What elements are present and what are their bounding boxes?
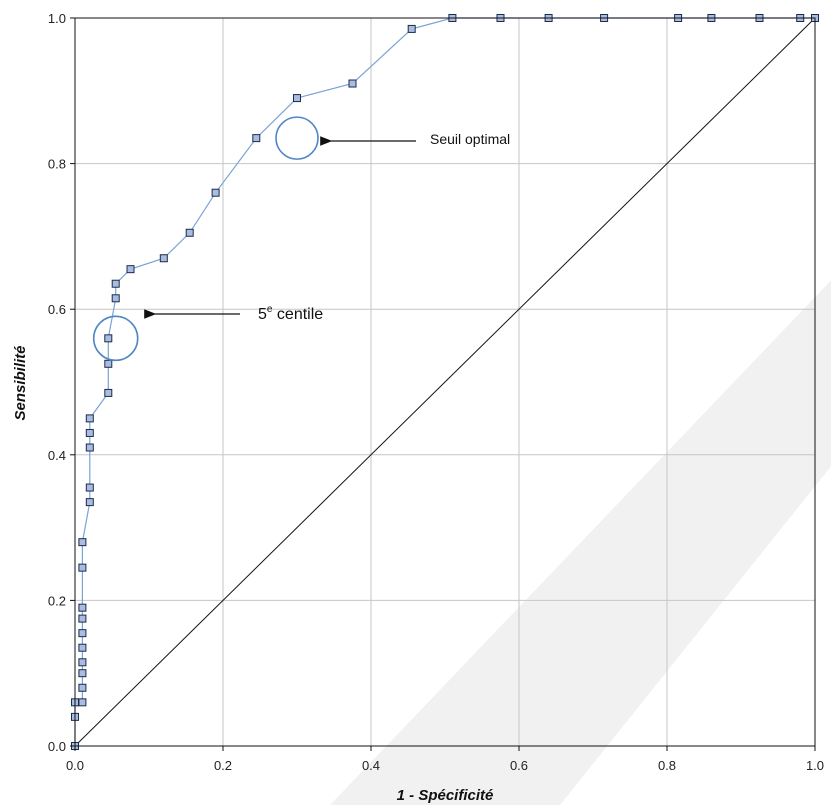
- data-point: [78, 643, 87, 652]
- y-tick-label: 0.0: [48, 739, 66, 754]
- watermark-band: [330, 280, 831, 805]
- reference-line: [74, 17, 816, 747]
- data-point: [78, 658, 87, 667]
- annotations: Seuil optimal 5e centile: [92, 116, 510, 362]
- x-tick-label: 1.0: [806, 758, 824, 773]
- data-point: [78, 683, 87, 692]
- annotation-seuil-optimal: Seuil optimal: [430, 131, 510, 147]
- reference-diagonal: [74, 17, 816, 747]
- x-tick-label: 0.6: [510, 758, 528, 773]
- x-axis-title: 1 - Spécificité: [397, 787, 494, 804]
- data-point: [185, 228, 194, 237]
- data-point: [111, 279, 120, 288]
- data-point: [126, 265, 135, 274]
- annotation-5e-centile-number: 5: [258, 306, 267, 323]
- x-tick-label: 0.0: [66, 758, 84, 773]
- y-tick-label: 0.8: [48, 157, 66, 172]
- data-point: [78, 669, 87, 678]
- data-point: [104, 388, 113, 397]
- y-tick-label: 0.6: [48, 302, 66, 317]
- data-point: [78, 698, 87, 707]
- plot-frame: [74, 17, 816, 747]
- y-tick-label: 1.0: [48, 11, 66, 26]
- axes: 0.0 0.2 0.4 0.6 0.8 1.0 0.0 0.2 0.4 0.6 0.8 1.0: [48, 11, 824, 773]
- data-point: [78, 614, 87, 623]
- x-tick-label: 0.4: [362, 758, 380, 773]
- data-point: [211, 188, 220, 197]
- data-point: [78, 538, 87, 547]
- data-point: [293, 94, 301, 103]
- annotation-5e-centile-superscript: e: [267, 304, 273, 315]
- annotation-5e-centile: 5e centile: [258, 304, 323, 323]
- data-point: [111, 294, 120, 303]
- data-point: [348, 79, 357, 88]
- y-axis-title: Sensibilité: [12, 345, 29, 420]
- data-point: [78, 603, 87, 612]
- x-tick-label: 0.2: [214, 758, 232, 773]
- annotation-circle-seuil: [275, 116, 319, 160]
- x-tick-label: 0.8: [658, 758, 676, 773]
- data-point: [104, 359, 113, 368]
- data-point: [78, 629, 87, 638]
- y-tick-label: 0.2: [48, 593, 66, 608]
- data-point: [85, 498, 94, 507]
- annotation-5e-centile-suffix: centile: [272, 306, 323, 323]
- annotation-circle-centile: [92, 315, 139, 362]
- data-point: [407, 24, 416, 33]
- data-point: [85, 414, 94, 423]
- data-point: [85, 443, 94, 452]
- y-tick-label: 0.4: [48, 448, 66, 463]
- data-point: [85, 428, 94, 437]
- data-point: [252, 134, 261, 143]
- data-point: [159, 254, 168, 263]
- data-point: [85, 483, 94, 492]
- watermark: [330, 280, 831, 805]
- grid: [75, 18, 815, 746]
- data-point: [104, 334, 113, 343]
- data-point: [78, 563, 87, 572]
